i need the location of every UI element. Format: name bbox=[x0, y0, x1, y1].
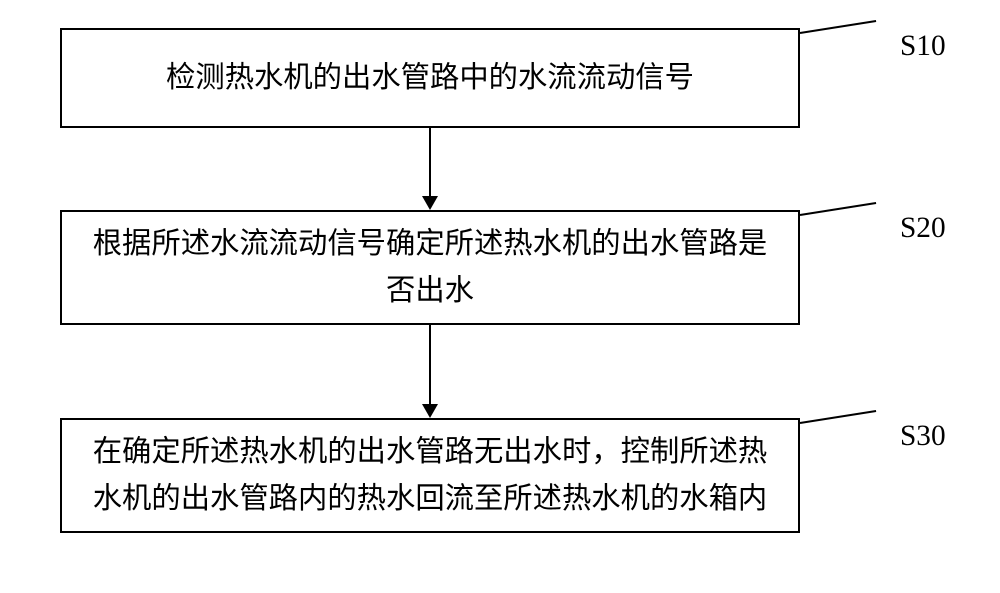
flow-node-text: 根据所述水流流动信号确定所述热水机的出水管路是 否出水 bbox=[93, 221, 768, 315]
arrow-head-icon bbox=[422, 196, 438, 210]
step-label-s20: S20 bbox=[900, 212, 946, 245]
flow-node-text: 在确定所述热水机的出水管路无出水时，控制所述热 水机的出水管路内的热水回流至所述… bbox=[93, 429, 768, 523]
flowchart-canvas: 检测热水机的出水管路中的水流流动信号 S10 根据所述水流流动信号确定所述热水机的出… bbox=[0, 0, 1000, 593]
leader-line bbox=[800, 410, 876, 424]
edge-s10-s20 bbox=[429, 128, 431, 196]
flow-node-s30: 在确定所述热水机的出水管路无出水时，控制所述热 水机的出水管路内的热水回流至所述… bbox=[60, 418, 800, 533]
flow-node-text: 检测热水机的出水管路中的水流流动信号 bbox=[166, 55, 694, 102]
edge-s20-s30 bbox=[429, 325, 431, 404]
flow-node-s20: 根据所述水流流动信号确定所述热水机的出水管路是 否出水 bbox=[60, 210, 800, 325]
arrow-head-icon bbox=[422, 404, 438, 418]
leader-line bbox=[800, 202, 876, 216]
step-label-s30: S30 bbox=[900, 420, 946, 453]
leader-line bbox=[800, 20, 876, 34]
step-label-s10: S10 bbox=[900, 30, 946, 63]
flow-node-s10: 检测热水机的出水管路中的水流流动信号 bbox=[60, 28, 800, 128]
